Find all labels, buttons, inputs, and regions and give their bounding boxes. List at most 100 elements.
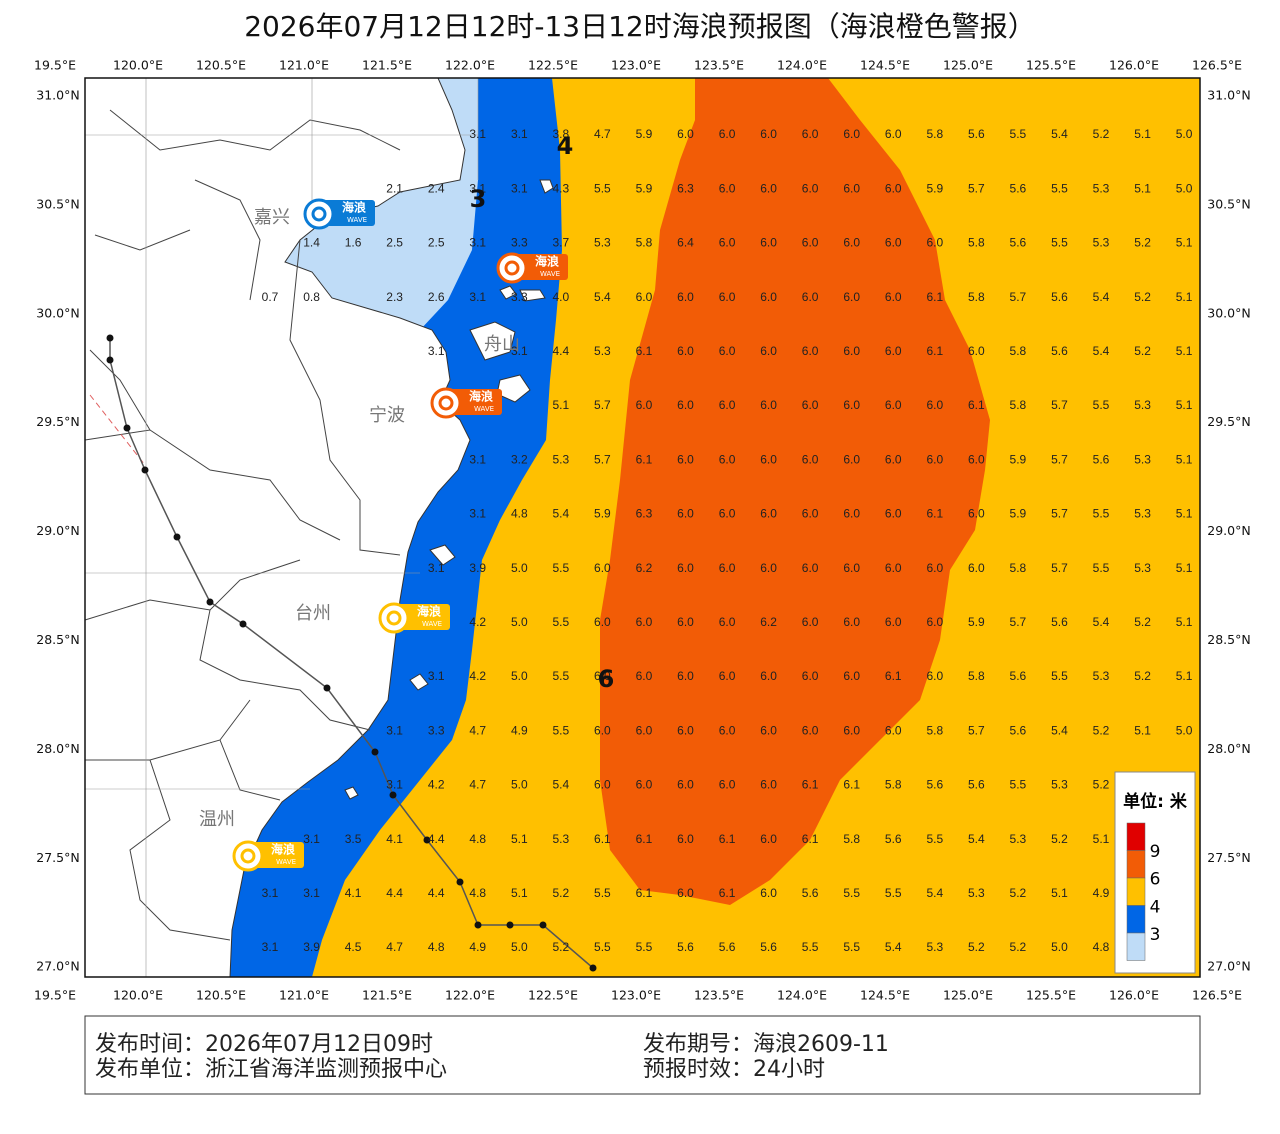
lat-label-right: 29.5°N [1207, 414, 1250, 429]
legend-swatch [1126, 877, 1146, 906]
wave-height: 6.0 [719, 236, 736, 250]
wave-height: 6.0 [885, 507, 902, 521]
wave-height: 5.3 [1134, 507, 1151, 521]
wave-height: 5.5 [1051, 236, 1068, 250]
wave-height: 5.1 [1134, 181, 1151, 195]
lon-label-bottom: 125.0°E [943, 988, 993, 1003]
wave-height: 5.3 [1134, 452, 1151, 466]
wave-height: 5.2 [1093, 723, 1110, 737]
wave-height: 5.6 [1010, 181, 1027, 195]
wave-height: 5.2 [968, 940, 985, 954]
lon-label-top: 123.5°E [694, 58, 744, 73]
wave-height: 5.8 [1010, 398, 1027, 412]
wave-height: 6.0 [802, 127, 819, 141]
lat-label-right: 27.5°N [1207, 850, 1250, 865]
wave-height: 5.0 [511, 561, 528, 575]
wave-height: 5.2 [1134, 290, 1151, 304]
wave-height: 5.4 [1093, 290, 1110, 304]
contour-label: 6 [598, 665, 615, 693]
wave-height: 6.0 [885, 236, 902, 250]
wave-height: 5.4 [1093, 344, 1110, 358]
wave-height: 6.1 [719, 886, 736, 900]
wave-height: 6.1 [926, 507, 943, 521]
wave-height: 6.0 [885, 615, 902, 629]
wave-height: 6.0 [677, 344, 694, 358]
wave-height: 5.5 [843, 940, 860, 954]
wave-height: 6.0 [926, 236, 943, 250]
wave-height: 6.0 [594, 669, 611, 683]
track-point [506, 921, 514, 929]
wave-height: 5.6 [968, 778, 985, 792]
wave-height: 6.0 [636, 290, 653, 304]
wave-height: 5.4 [553, 778, 570, 792]
wave-height: 5.5 [1093, 507, 1110, 521]
wave-height: 6.0 [760, 236, 777, 250]
legend-swatch [1126, 850, 1146, 879]
wave-height: 1.4 [303, 236, 320, 250]
wave-height: 3.1 [428, 344, 445, 358]
wave-height: 5.4 [1093, 615, 1110, 629]
legend-level: 9 [1150, 842, 1161, 862]
wave-height: 6.0 [968, 344, 985, 358]
wave-height: 4.1 [345, 886, 362, 900]
wave-height: 6.0 [677, 778, 694, 792]
wave-height: 2.6 [428, 290, 445, 304]
wave-height: 5.5 [636, 940, 653, 954]
wave-height: 5.2 [1010, 886, 1027, 900]
track-point [423, 836, 431, 844]
wave-height: 5.8 [968, 236, 985, 250]
wave-height: 3.2 [511, 452, 528, 466]
legend-swatch [1126, 905, 1146, 934]
wave-height: 5.5 [553, 615, 570, 629]
wave-height: 5.6 [1051, 344, 1068, 358]
wave-height: 5.5 [1051, 669, 1068, 683]
lon-label-bottom: 125.5°E [1026, 988, 1076, 1003]
wave-height: 6.0 [802, 236, 819, 250]
wave-height: 6.1 [636, 886, 653, 900]
wave-height: 5.3 [1093, 181, 1110, 195]
wave-height: 6.0 [636, 778, 653, 792]
wave-height: 6.0 [594, 615, 611, 629]
wave-height: 5.9 [1010, 452, 1027, 466]
wave-height: 2.4 [428, 181, 445, 195]
wave-height: 6.1 [926, 290, 943, 304]
track-points [106, 334, 597, 972]
lat-label-left: 30.0°N [36, 305, 79, 320]
wave-height: 5.5 [553, 669, 570, 683]
lat-label-left: 29.5°N [36, 414, 79, 429]
wave-height: 1.6 [345, 236, 362, 250]
wave-height: 6.0 [677, 398, 694, 412]
badge-icon [378, 602, 410, 634]
wave-height: 6.0 [677, 669, 694, 683]
wave-height: 5.1 [1134, 127, 1151, 141]
wave-height: 5.4 [553, 507, 570, 521]
badge-icon-core [386, 610, 402, 626]
lon-label-bottom: 120.5°E [196, 988, 246, 1003]
lon-label-bottom: 126.0°E [1109, 988, 1159, 1003]
wave-height: 6.1 [802, 832, 819, 846]
wave-height: 5.2 [1051, 832, 1068, 846]
wave-height: 5.6 [885, 832, 902, 846]
wave-height: 6.0 [760, 723, 777, 737]
lon-label-top: 124.5°E [860, 58, 910, 73]
wave-height: 5.0 [511, 615, 528, 629]
wave-height: 6.0 [760, 344, 777, 358]
wave-height: 5.3 [1051, 778, 1068, 792]
wave-height: 6.1 [719, 832, 736, 846]
track-point [371, 748, 379, 756]
wave-height: 5.5 [553, 561, 570, 575]
wave-height: 6.1 [594, 832, 611, 846]
track-point [141, 466, 149, 474]
lat-label-left: 31.0°N [36, 88, 79, 103]
wave-height: 5.1 [511, 832, 528, 846]
lat-label-right: 28.0°N [1207, 741, 1250, 756]
wave-height: 4.7 [469, 723, 486, 737]
wave-height: 6.2 [760, 615, 777, 629]
lon-label-top: 122.5°E [528, 58, 578, 73]
wave-height: 5.2 [1093, 127, 1110, 141]
wave-height: 6.0 [926, 561, 943, 575]
wave-height: 5.3 [1134, 398, 1151, 412]
wave-height: 6.0 [760, 290, 777, 304]
wave-height: 6.0 [677, 886, 694, 900]
wave-height: 5.3 [1093, 236, 1110, 250]
